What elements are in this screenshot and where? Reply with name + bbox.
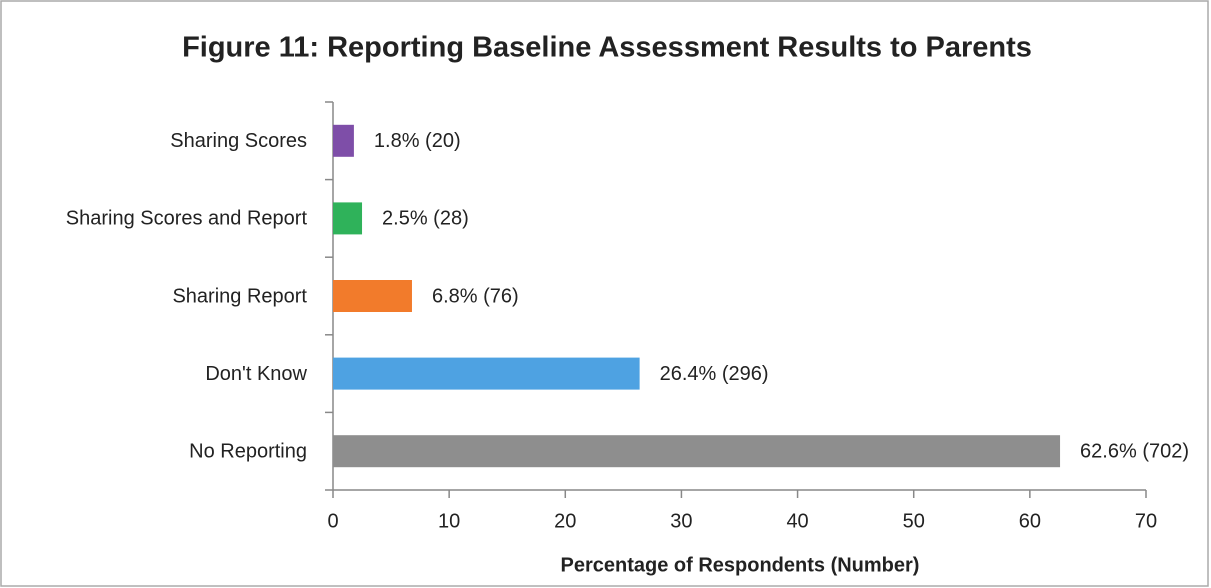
- bar: [333, 202, 363, 235]
- x-tick-label: 0: [327, 510, 338, 532]
- x-axis-label: Percentage of Respondents (Number): [561, 554, 920, 576]
- bar: [333, 124, 354, 157]
- y-tick-label: Sharing Scores and Report: [66, 208, 308, 230]
- chart-title: Figure 11: Reporting Baseline Assessment…: [182, 32, 1032, 64]
- value-label: 2.5% (28): [382, 208, 469, 230]
- x-tick-label: 40: [786, 510, 808, 532]
- y-tick-label: Sharing Scores: [170, 130, 307, 152]
- x-tick-label: 10: [438, 510, 460, 532]
- x-tick-label: 50: [903, 510, 925, 532]
- value-label: 62.6% (702): [1080, 440, 1189, 462]
- x-tick-label: 60: [1019, 510, 1041, 532]
- x-tick-label: 30: [670, 510, 692, 532]
- x-tick-label: 70: [1135, 510, 1157, 532]
- bar: [333, 435, 1061, 468]
- value-label: 1.8% (20): [374, 130, 461, 152]
- value-label: 26.4% (296): [660, 363, 769, 385]
- value-label: 6.8% (76): [432, 285, 519, 307]
- y-tick-label: Don't Know: [205, 363, 307, 385]
- y-tick-label: Sharing Report: [172, 285, 307, 307]
- y-tick-label: No Reporting: [189, 440, 307, 462]
- x-tick-label: 20: [554, 510, 576, 532]
- bar: [333, 357, 640, 390]
- bar: [333, 280, 412, 312]
